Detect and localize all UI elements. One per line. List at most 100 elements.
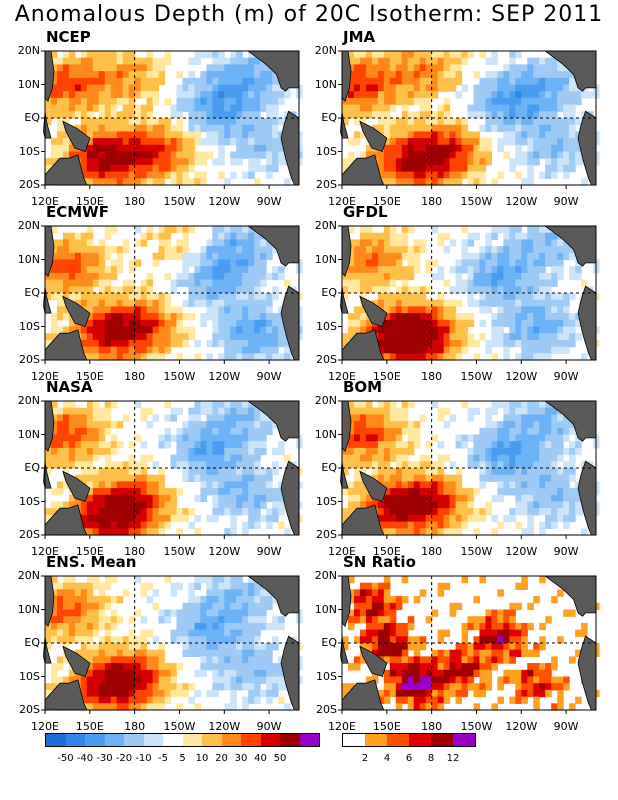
- field-cell: [194, 474, 201, 482]
- field-cell: [254, 353, 261, 361]
- field-cell: [401, 501, 409, 509]
- field-cell: [347, 333, 355, 341]
- field-cell: [260, 91, 267, 99]
- field-cell: [539, 279, 546, 287]
- field-cell: [236, 57, 243, 65]
- field-cell: [407, 286, 415, 294]
- field-cell: [92, 576, 100, 584]
- field-cell: [218, 421, 225, 429]
- field-cell: [371, 97, 379, 106]
- field-cell: [371, 643, 379, 651]
- field-cell: [224, 226, 231, 234]
- field-cell: [425, 306, 433, 314]
- field-cell: [212, 676, 219, 684]
- field-cell: [401, 84, 409, 92]
- field-cell: [383, 138, 391, 146]
- field-cell: [206, 474, 213, 482]
- field-cell: [353, 481, 361, 489]
- field-cell: [80, 272, 88, 281]
- field-cell: [104, 514, 112, 523]
- field-cell: [509, 414, 516, 422]
- field-cell: [86, 481, 94, 489]
- field-cell: [431, 528, 439, 536]
- field-cell: [449, 51, 457, 59]
- field-cell: [218, 104, 225, 112]
- field-cell: [533, 339, 540, 348]
- field-cell: [164, 508, 172, 516]
- field-cell: [407, 84, 415, 92]
- field-cell: [104, 111, 112, 119]
- field-cell: [521, 259, 528, 267]
- field-cell: [182, 279, 190, 287]
- field-cell: [170, 514, 178, 523]
- field-cell: [56, 596, 64, 604]
- field-cell: [455, 138, 463, 146]
- field-cell: [377, 57, 385, 65]
- field-cell: [86, 494, 94, 503]
- field-cell: [479, 104, 487, 112]
- field-cell: [407, 636, 415, 644]
- field-cell: [449, 481, 457, 489]
- field-cell: [455, 286, 463, 294]
- field-cell: [413, 91, 421, 99]
- field-cell: [122, 683, 130, 691]
- field-cell: [413, 266, 421, 274]
- field-cell: [479, 124, 487, 132]
- field-cell: [527, 441, 534, 449]
- field-cell: [86, 454, 94, 462]
- field-cell: [218, 481, 225, 489]
- field-cell: [491, 259, 498, 267]
- lon-label: 180: [124, 720, 146, 733]
- field-cell: [497, 84, 504, 92]
- field-cell: [140, 629, 148, 637]
- field-cell: [242, 266, 249, 274]
- field-cell: [45, 293, 52, 301]
- field-cell: [152, 232, 160, 240]
- field-cell: [353, 286, 361, 294]
- field-cell: [395, 602, 403, 611]
- field-cell: [56, 239, 64, 247]
- field-cell: [242, 84, 249, 92]
- field-cell: [521, 333, 528, 341]
- field-cell: [353, 501, 361, 509]
- field-cell: [230, 703, 237, 711]
- field-cell: [158, 488, 166, 496]
- field-cell: [557, 427, 564, 436]
- field-cell: [140, 164, 148, 173]
- field-cell: [128, 643, 136, 651]
- field-cell: [266, 696, 273, 704]
- field-cell: [377, 441, 385, 449]
- field-cell: [62, 144, 70, 153]
- field-cell: [134, 71, 142, 79]
- field-cell: [146, 299, 154, 307]
- field-cell: [575, 333, 582, 341]
- field-cell: [236, 461, 243, 469]
- lon-label: 120E: [328, 195, 356, 208]
- field-cell: [104, 151, 112, 159]
- field-cell: [116, 696, 124, 704]
- field-cell: [224, 118, 231, 126]
- field-cell: [242, 589, 249, 597]
- field-cell: [146, 421, 154, 429]
- field-cell: [569, 313, 576, 321]
- field-cell: [401, 488, 409, 496]
- field-cell: [359, 57, 367, 65]
- field-cell: [122, 528, 130, 536]
- field-cell: [164, 131, 172, 139]
- field-cell: [206, 441, 213, 449]
- field-cell: [62, 656, 70, 664]
- field-cell: [473, 97, 481, 106]
- field-cell: [158, 138, 166, 146]
- field-cell: [158, 501, 166, 509]
- field-cell: [431, 131, 439, 139]
- field-cell: [266, 124, 273, 132]
- field-cell: [248, 91, 255, 99]
- field-cell: [224, 421, 231, 429]
- field-cell: [56, 246, 64, 254]
- field-cell: [437, 51, 445, 59]
- field-cell: [284, 178, 291, 186]
- field-cell: [485, 124, 493, 132]
- field-cell: [389, 64, 397, 72]
- field-cell: [359, 232, 367, 240]
- field-cell: [176, 313, 184, 321]
